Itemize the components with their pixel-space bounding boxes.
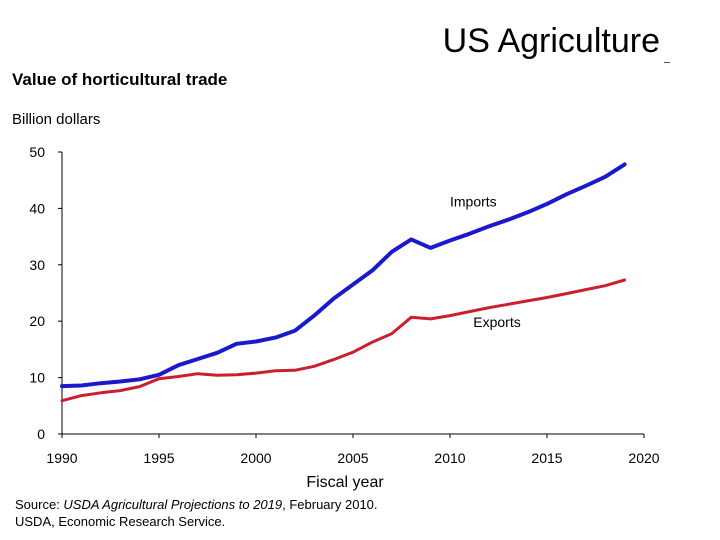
y-tick-label: 40 [29,200,45,216]
y-axis-label: Billion dollars [12,111,101,128]
y-tick-label: 30 [29,257,45,273]
source-publication: USDA Agricultural Projections to 2019 [63,497,283,512]
tick-labels: 0 10 20 30 40 50 1990 1995 2000 2005 2010 2015 2020 I… [29,144,659,466]
series-lines [60,162,627,403]
source-date: , February 2010. [282,497,378,512]
x-tick-label: 2005 [337,450,368,466]
source-line2: USDA, Economic Research Service. [15,514,226,529]
series-line-exports [60,278,627,403]
x-tick-label: 2020 [628,450,659,466]
x-tick-label: 2010 [434,450,465,466]
annotation-imports: Imports [450,194,497,210]
slide-title: US Agriculture [442,22,660,60]
y-tick-label: 20 [29,313,45,329]
x-tick-label: 1990 [46,450,77,466]
chart-title: Value of horticultural trade [12,70,228,89]
annotation-exports: Exports [473,314,520,330]
x-axis-label: Fiscal year [306,474,384,491]
series-line-imports [60,162,627,389]
source-prefix: Source: [15,497,64,512]
slide-divider [664,62,670,63]
axes [58,151,645,438]
x-tick-label: 1995 [143,450,174,466]
x-tick-label: 2015 [531,450,562,466]
source-note: Source: USDA Agricultural Projections to… [15,496,378,530]
y-tick-label: 50 [29,144,45,160]
y-tick-label: 10 [29,370,45,386]
y-tick-label: 0 [37,426,45,442]
x-tick-label: 2000 [240,450,271,466]
